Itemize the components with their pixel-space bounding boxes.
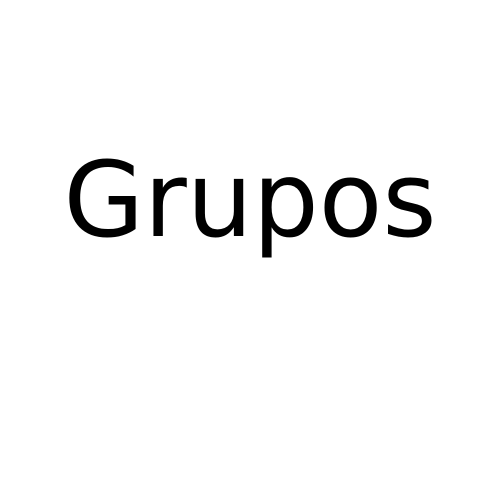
label-text: Grupos <box>63 139 437 261</box>
